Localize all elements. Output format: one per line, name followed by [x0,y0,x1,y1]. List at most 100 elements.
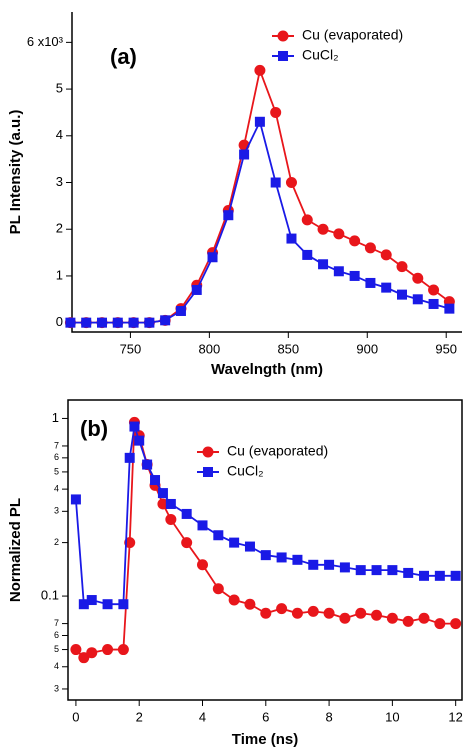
x-tick-label: 900 [356,341,378,356]
data-point [276,552,287,563]
data-point [229,537,240,548]
data-point [444,303,455,314]
data-point [291,607,303,619]
data-point [260,607,272,619]
data-point [412,294,423,305]
y-tick-label: 2 [54,537,59,547]
data-point [181,508,192,519]
data-point [387,565,398,576]
data-point [317,223,329,235]
legend-label: CuCl₂ [227,463,264,479]
x-tick-label: 4 [199,709,206,724]
data-point [318,259,329,270]
data-point [129,421,140,432]
data-point [323,607,335,619]
y-tick-label: 2 [56,221,63,236]
data-point [212,583,224,595]
data-point [165,513,177,525]
data-point [371,609,383,621]
x-tick-label: 750 [120,341,142,356]
data-point [244,541,255,552]
y-tick-label: 6 x10³ [27,34,64,49]
data-point [371,565,382,576]
data-point [117,644,129,656]
data-point [65,317,76,328]
legend-label: CuCl₂ [302,47,339,63]
x-tick-label: 950 [435,341,457,356]
data-point [144,317,155,328]
data-point [355,565,366,576]
data-point [118,599,129,610]
data-point [134,435,145,446]
legend-marker [203,467,213,477]
x-tick-label: 6 [262,709,269,724]
data-point [228,594,240,606]
data-point [81,317,92,328]
data-point [339,562,350,573]
data-point [396,261,408,273]
data-point [270,177,281,188]
data-point [355,607,367,619]
data-point [128,317,139,328]
x-axis-label: Wavelngth (nm) [211,361,323,378]
y-tick-label: 4 [56,127,63,142]
data-point [70,644,82,656]
data-point [349,235,361,247]
y-tick-label: 1 [52,410,59,425]
y-tick-label: 5 [54,644,59,654]
data-point [308,559,319,570]
x-tick-label: 0 [72,709,79,724]
y-tick-label: 4 [54,661,59,671]
x-tick-label: 800 [199,341,221,356]
data-point [333,266,344,277]
data-point [142,459,153,470]
data-point [285,177,297,189]
data-point [364,242,376,254]
data-point [160,315,171,326]
data-point [386,612,398,624]
data-point [197,520,208,531]
data-point [324,559,335,570]
data-point [70,494,81,505]
data-point [157,488,168,499]
data-point [78,599,89,610]
data-point [380,249,392,261]
data-point [434,618,446,630]
data-point [191,284,202,295]
annotation: (b) [80,416,108,441]
data-point [181,537,193,549]
x-tick-label: 8 [325,709,332,724]
data-point [418,612,430,624]
data-point [239,149,250,160]
x-axis-label: Time (ns) [232,731,298,748]
y-axis-label: PL Intensity (a.u.) [7,110,24,235]
legend-marker [278,51,288,61]
y-axis-label: Normalized PL [7,498,24,602]
x-tick-label: 850 [277,341,299,356]
data-point [97,317,107,328]
annotation: (a) [110,44,137,69]
data-point [223,210,234,221]
data-point [428,298,439,309]
data-point [349,270,360,281]
data-point [102,644,114,656]
data-point [207,252,218,263]
data-point [78,652,90,664]
y-tick-label: 3 [54,683,59,693]
data-point [403,567,414,578]
y-tick-label: 6 [54,452,59,462]
y-tick-label: 4 [54,484,59,494]
data-point [102,599,113,610]
legend-label: Cu (evaporated) [302,27,403,43]
data-point [196,559,208,571]
data-point [86,647,98,659]
y-tick-label: 5 [54,466,59,476]
series-line [70,67,450,324]
data-point [301,214,313,226]
data-point [270,106,282,118]
data-point [402,615,414,627]
data-point [165,498,176,509]
data-point [260,550,271,561]
data-point [397,289,407,300]
